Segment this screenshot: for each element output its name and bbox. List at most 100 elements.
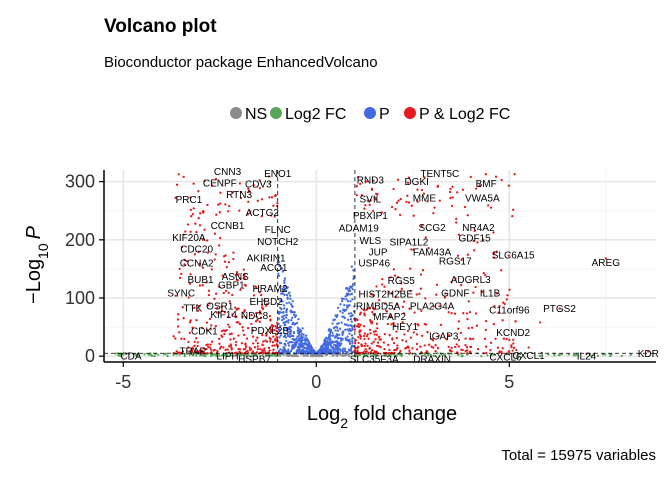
data-point: [493, 353, 496, 356]
data-point: [371, 209, 375, 213]
gene-label: HIST2H2BE: [359, 289, 414, 300]
data-point: [282, 328, 285, 331]
data-point: [324, 349, 328, 352]
data-point: [218, 347, 222, 350]
data-point: [278, 264, 281, 267]
data-point: [456, 191, 459, 194]
data-point: [510, 344, 513, 347]
data-point: [271, 341, 275, 344]
data-point: [279, 324, 282, 328]
data-point: [209, 348, 213, 351]
data-point: [412, 248, 415, 251]
data-point: [193, 344, 196, 347]
gene-label: BUB1: [187, 275, 214, 286]
data-point: [247, 190, 250, 194]
data-point: [376, 193, 379, 196]
data-point: [393, 348, 396, 352]
points-layer: [114, 173, 650, 358]
data-point: [496, 346, 500, 349]
data-point: [256, 347, 260, 351]
data-point: [283, 334, 287, 337]
data-point: [369, 319, 372, 322]
data-point: [218, 285, 221, 288]
data-point: [283, 293, 286, 297]
data-point: [399, 349, 402, 353]
data-point: [214, 253, 217, 256]
data-point: [261, 343, 264, 347]
data-point: [363, 354, 366, 357]
data-point: [372, 294, 375, 297]
data-point: [352, 269, 355, 272]
data-point: [464, 343, 467, 347]
data-point: [455, 221, 458, 224]
data-point: [396, 276, 400, 279]
data-point: [358, 313, 362, 316]
data-point: [360, 351, 363, 354]
data-point: [347, 312, 351, 315]
data-point: [365, 334, 369, 338]
data-point: [186, 352, 190, 355]
data-point: [484, 328, 488, 332]
data-point: [376, 327, 379, 330]
data-point: [601, 353, 605, 356]
data-point: [336, 349, 339, 352]
data-point: [221, 354, 225, 357]
data-point: [205, 239, 209, 242]
data-point: [228, 204, 231, 208]
data-point: [279, 299, 282, 302]
data-point: [236, 279, 239, 282]
data-point: [351, 341, 354, 345]
data-point: [179, 352, 183, 355]
data-point: [258, 179, 261, 182]
data-point: [255, 351, 259, 354]
data-point: [507, 184, 511, 187]
data-point: [478, 184, 482, 188]
data-point: [501, 347, 504, 350]
data-point: [447, 345, 450, 349]
data-point: [233, 351, 237, 355]
data-point: [370, 349, 374, 352]
data-point: [344, 308, 348, 311]
data-point: [286, 333, 289, 336]
data-point: [339, 349, 343, 352]
data-point: [228, 300, 231, 303]
data-point: [245, 337, 249, 340]
data-point: [363, 344, 366, 348]
data-point: [280, 318, 284, 322]
data-point: [224, 203, 227, 206]
data-point: [249, 210, 252, 213]
data-point: [274, 324, 277, 328]
data-point: [462, 312, 465, 315]
data-point: [190, 349, 194, 352]
data-point: [263, 299, 266, 302]
data-point: [351, 340, 354, 343]
data-point: [243, 273, 246, 276]
data-point: [365, 308, 369, 311]
data-point: [242, 333, 246, 337]
data-point: [511, 349, 514, 352]
data-point: [436, 185, 439, 188]
data-point: [192, 306, 196, 309]
data-point: [322, 342, 325, 345]
data-point: [351, 288, 354, 291]
data-point: [278, 341, 281, 344]
data-point: [226, 354, 229, 357]
data-point: [420, 188, 424, 192]
data-point: [470, 326, 474, 329]
gene-label: SCG2: [418, 223, 446, 234]
data-point: [407, 201, 411, 204]
data-point: [378, 299, 381, 302]
data-point: [305, 348, 309, 351]
data-point: [390, 323, 393, 326]
data-point: [450, 350, 453, 353]
data-point: [424, 236, 427, 239]
data-point: [558, 353, 561, 357]
data-point: [412, 331, 415, 334]
data-point: [343, 303, 346, 307]
data-point: [265, 304, 268, 307]
data-point: [343, 347, 347, 350]
data-point: [223, 260, 227, 263]
data-point: [284, 284, 287, 288]
data-point: [288, 333, 292, 336]
